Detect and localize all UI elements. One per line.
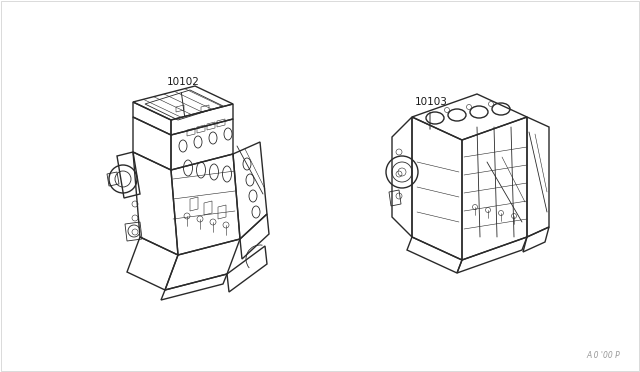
Text: 10103: 10103	[415, 97, 448, 107]
Text: 10102: 10102	[167, 77, 200, 87]
Text: A 0 '00 P: A 0 '00 P	[586, 351, 620, 360]
